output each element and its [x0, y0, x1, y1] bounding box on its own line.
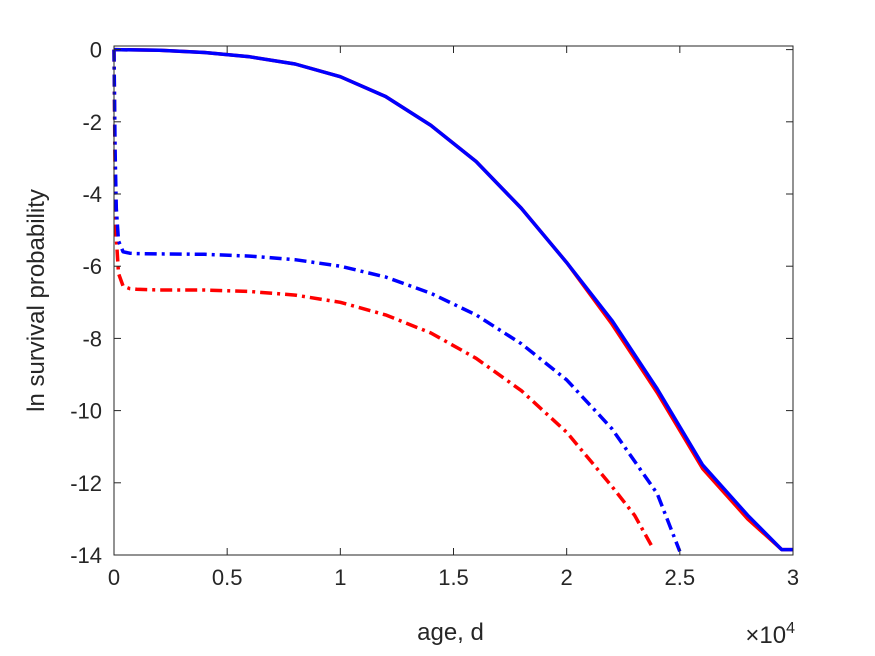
y-tick-label: -6: [82, 254, 102, 279]
x-ticks: 0 0.5 1 1.5 2 2.5 3: [108, 46, 799, 590]
x-axis-label: age, d: [417, 619, 484, 646]
x-tick-label: 0: [108, 565, 120, 590]
series-line-4: [112, 49, 682, 553]
y-tick-label: -2: [82, 110, 102, 135]
x-axis-exponent-power: 4: [786, 620, 795, 637]
y-tick-label: 0: [90, 38, 102, 63]
x-tick-label: 1: [334, 565, 346, 590]
y-tick-label: -10: [70, 399, 102, 424]
plot-box: [113, 45, 794, 556]
series-line-2: [113, 47, 793, 552]
plot-lines: [112, 47, 793, 553]
series-line-3: [112, 49, 655, 549]
series-line-1: [113, 47, 793, 552]
y-tick-label: -8: [82, 326, 102, 351]
x-tick-label: 3: [787, 565, 799, 590]
x-tick-label: 2: [561, 565, 573, 590]
x-axis-exponent: ×104: [745, 620, 795, 649]
x-tick-label: 0.5: [212, 565, 243, 590]
x-axis-exponent-base: ×10: [745, 622, 786, 649]
y-tick-label: -14: [70, 543, 102, 568]
y-ticks: 0 -2 -4 -6 -8 -10 -12 -14: [70, 38, 793, 568]
y-tick-label: -4: [82, 182, 102, 207]
x-tick-label: 1.5: [438, 565, 469, 590]
y-tick-label: -12: [70, 471, 102, 496]
y-axis-label: ln survival probability: [23, 189, 50, 412]
x-tick-label: 2.5: [665, 565, 696, 590]
